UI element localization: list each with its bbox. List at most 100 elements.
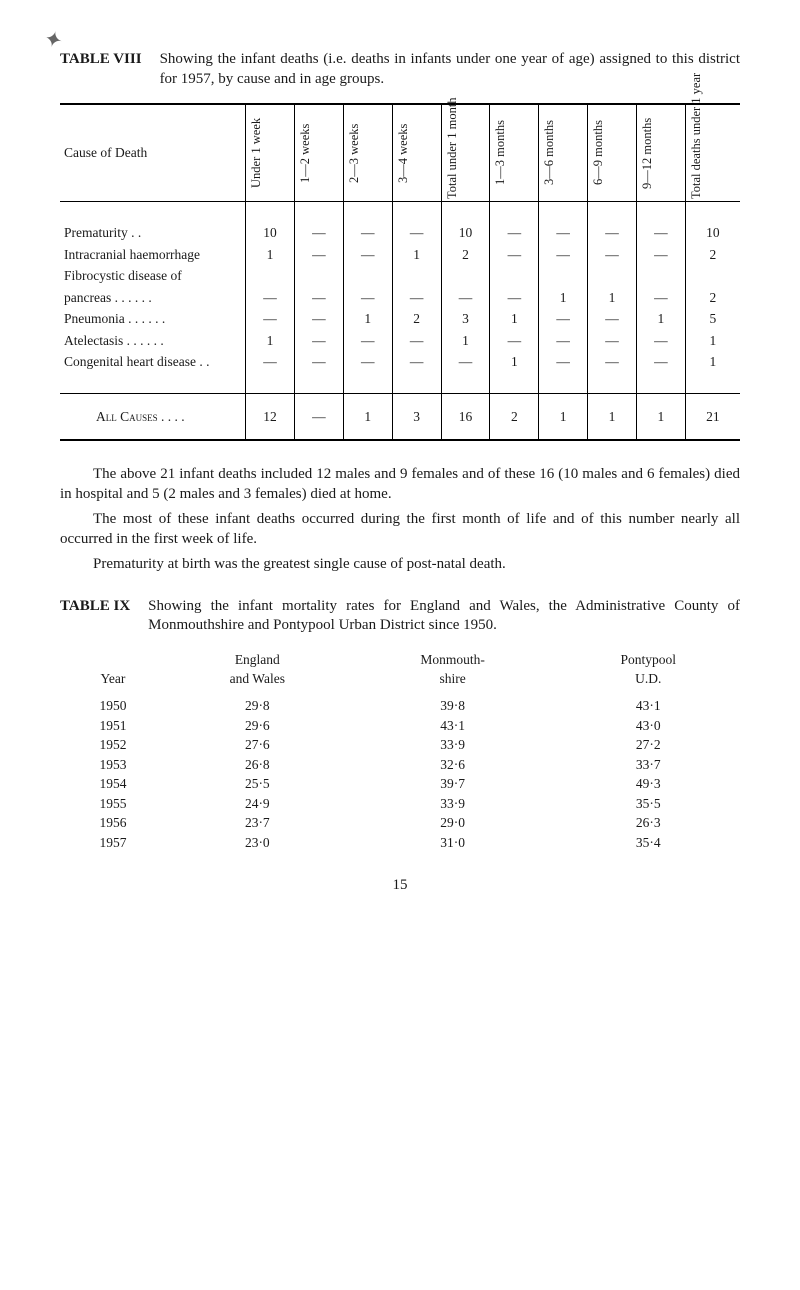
data-cell: — xyxy=(294,308,343,330)
data-cell: — xyxy=(539,244,588,266)
data-cell: — xyxy=(636,351,685,393)
data-cell: 5 xyxy=(685,308,740,330)
table-8-intro: Showing the infant deaths (i.e. deaths i… xyxy=(160,50,740,89)
data-cell: — xyxy=(246,287,295,309)
data-cell: 1950 xyxy=(60,696,166,716)
table-row: 195227·633·927·2 xyxy=(60,735,740,755)
col-3-4wk: 3—4 weeks xyxy=(397,107,410,199)
table-8-label: TABLE VIII xyxy=(60,50,160,89)
data-cell: 1 xyxy=(685,351,740,393)
data-cell: 1 xyxy=(685,330,740,352)
t9-hdr-1: England Monmouth- Pontypool xyxy=(60,650,740,670)
table-9-body: 195029·839·843·1195129·643·143·0195227·6… xyxy=(60,696,740,852)
data-cell: 10 xyxy=(441,202,490,244)
data-cell: — xyxy=(636,287,685,309)
t9-c2b: shire xyxy=(349,669,557,696)
data-cell: — xyxy=(343,351,392,393)
data-cell: 1952 xyxy=(60,735,166,755)
tot-c3: 3 xyxy=(392,393,441,440)
table-row: pancreas . . . . . .——————11—2 xyxy=(60,287,740,309)
data-cell: 1 xyxy=(343,308,392,330)
data-cell: 2 xyxy=(685,244,740,266)
data-cell: — xyxy=(392,330,441,352)
data-cell: — xyxy=(343,202,392,244)
data-cell: — xyxy=(588,330,637,352)
data-cell xyxy=(294,265,343,287)
data-cell: 39·8 xyxy=(349,696,557,716)
tot-c6: 1 xyxy=(539,393,588,440)
table-8-header-row: Cause of Death Under 1 week 1—2 weeks 2—… xyxy=(60,104,740,202)
data-cell: 26·3 xyxy=(557,813,740,833)
data-cell: — xyxy=(490,244,539,266)
t9-c3a: Pontypool xyxy=(557,650,740,670)
data-cell: 24·9 xyxy=(166,794,349,814)
tot-c2: 1 xyxy=(343,393,392,440)
data-cell: 1 xyxy=(392,244,441,266)
data-cell: 35·5 xyxy=(557,794,740,814)
data-cell: — xyxy=(441,287,490,309)
data-cell: 27·2 xyxy=(557,735,740,755)
data-cell: — xyxy=(294,287,343,309)
table-8-body: Prematurity . .10———10————10Intracranial… xyxy=(60,202,740,394)
table-8: Cause of Death Under 1 week 1—2 weeks 2—… xyxy=(60,103,740,441)
data-cell: 39·7 xyxy=(349,774,557,794)
data-cell: 23·0 xyxy=(166,833,349,853)
t9-c1a: England xyxy=(166,650,349,670)
data-cell: — xyxy=(246,308,295,330)
col-1-2wk: 1—2 weeks xyxy=(299,107,312,199)
data-cell: 43·0 xyxy=(557,716,740,736)
data-cell: 23·7 xyxy=(166,813,349,833)
data-cell: 10 xyxy=(685,202,740,244)
data-cell xyxy=(490,265,539,287)
data-cell: — xyxy=(636,330,685,352)
col-3-6mo: 3—6 months xyxy=(543,107,556,199)
table-row: 195723·031·035·4 xyxy=(60,833,740,853)
data-cell: 31·0 xyxy=(349,833,557,853)
table-row: Congenital heart disease . .—————1———1 xyxy=(60,351,740,393)
t9-c1b: and Wales xyxy=(166,669,349,696)
col-9-12mo: 9—12 months xyxy=(641,107,654,199)
total-label: All Causes . . . . xyxy=(60,393,246,440)
data-cell xyxy=(441,265,490,287)
tot-c1: — xyxy=(294,393,343,440)
data-cell: 43·1 xyxy=(557,696,740,716)
col-under-1wk: Under 1 week xyxy=(250,107,263,199)
data-cell: 27·6 xyxy=(166,735,349,755)
data-cell: 1 xyxy=(588,287,637,309)
data-cell: — xyxy=(294,202,343,244)
data-cell: — xyxy=(392,287,441,309)
data-cell: 29·6 xyxy=(166,716,349,736)
data-cell: 33·7 xyxy=(557,755,740,775)
col-total-1yr: Total deaths under 1 year xyxy=(690,107,703,199)
data-cell xyxy=(636,265,685,287)
data-cell: 1 xyxy=(246,244,295,266)
data-cell: 10 xyxy=(246,202,295,244)
cause-cell: Atelectasis . . . . . . xyxy=(60,330,246,352)
col-total-1mo: Total under 1 month xyxy=(446,107,459,199)
data-cell: 29·8 xyxy=(166,696,349,716)
col-cause: Cause of Death xyxy=(60,104,246,202)
data-cell: 2 xyxy=(441,244,490,266)
table-row: Prematurity . .10———10————10 xyxy=(60,202,740,244)
tot-c9: 21 xyxy=(685,393,740,440)
data-cell: 1 xyxy=(636,308,685,330)
table-row: 195623·729·026·3 xyxy=(60,813,740,833)
data-cell: — xyxy=(441,351,490,393)
data-cell: — xyxy=(490,287,539,309)
table-row: 195524·933·935·5 xyxy=(60,794,740,814)
data-cell: — xyxy=(636,244,685,266)
data-cell: — xyxy=(246,351,295,393)
table-row: Atelectasis . . . . . .1———1————1 xyxy=(60,330,740,352)
data-cell: — xyxy=(588,202,637,244)
data-cell xyxy=(588,265,637,287)
data-cell: — xyxy=(636,202,685,244)
data-cell: — xyxy=(343,330,392,352)
table-8-total-row: All Causes . . . . 12 — 1 3 16 2 1 1 1 2… xyxy=(60,393,740,440)
data-cell: 49·3 xyxy=(557,774,740,794)
data-cell: 1 xyxy=(246,330,295,352)
table-9-heading: TABLE IX Showing the infant mortality ra… xyxy=(60,597,740,636)
cause-cell: Congenital heart disease . . xyxy=(60,351,246,393)
data-cell: 35·4 xyxy=(557,833,740,853)
tot-c7: 1 xyxy=(588,393,637,440)
data-cell xyxy=(539,265,588,287)
